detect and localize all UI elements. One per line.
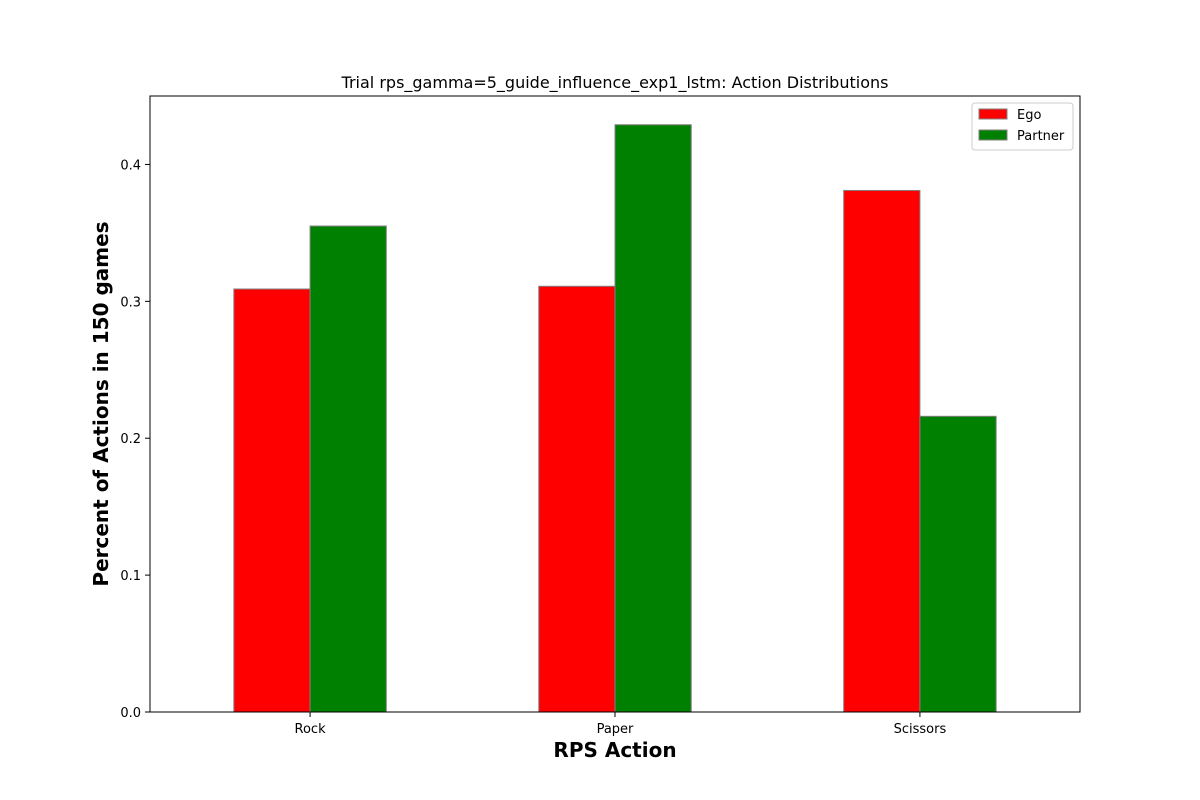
x-tick-label-scissors: Scissors — [894, 722, 947, 737]
bar-partner-paper — [614, 124, 692, 713]
legend-label-ego: Ego — [1017, 108, 1041, 123]
y-tick-label: 0.1 — [120, 569, 141, 584]
x-axis-label: RPS Action — [553, 738, 676, 762]
bar-partner-scissors — [919, 415, 997, 713]
legend: Ego Partner — [971, 102, 1074, 151]
y-tick-label: 0.3 — [120, 295, 141, 310]
x-ticks-layer: Rock Paper Scissors — [295, 712, 947, 737]
bar-ego-scissors — [843, 189, 921, 713]
bars-layer — [233, 124, 997, 713]
x-tick-label-paper: Paper — [597, 722, 634, 737]
bar-partner-rock — [309, 225, 387, 713]
legend-label-partner: Partner — [1017, 129, 1065, 144]
legend-swatch-partner — [978, 129, 1008, 141]
y-tick-label: 0.4 — [120, 158, 141, 173]
bar-ego-rock — [233, 288, 311, 713]
legend-items: Ego Partner — [978, 108, 1065, 144]
x-tick-label-rock: Rock — [295, 722, 327, 737]
y-tick-label: 0.2 — [120, 432, 141, 447]
bar-ego-paper — [538, 285, 616, 713]
legend-swatch-ego — [978, 108, 1008, 120]
chart-title: Trial rps_gamma=5_guide_influence_exp1_l… — [341, 73, 889, 93]
y-ticks-layer: 0.0 0.1 0.2 0.3 0.4 — [120, 158, 150, 721]
y-tick-label: 0.0 — [120, 706, 141, 721]
y-axis-label: Percent of Actions in 150 games — [89, 221, 113, 586]
